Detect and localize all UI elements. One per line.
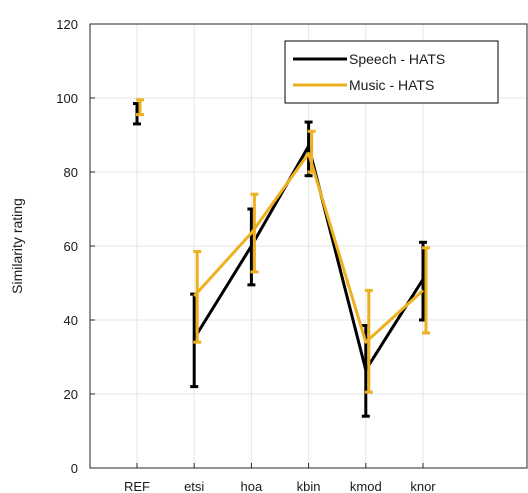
- error-bar-music-hats-ref: [136, 98, 144, 117]
- y-tick-label-0: 0: [71, 461, 78, 476]
- legend-label-music-hats: Music - HATS: [349, 77, 434, 93]
- series-line-music-hats: [193, 152, 425, 344]
- x-tick-label-knor: knor: [410, 479, 436, 493]
- y-tick-label-60: 60: [64, 239, 78, 254]
- y-axis-label: Similarity rating: [9, 198, 25, 294]
- y-tick-label-40: 40: [64, 313, 78, 328]
- x-axis: REF etsi hoa kbin kmod knor: [124, 463, 436, 493]
- legend: Speech - HATS Music - HATS: [284, 40, 499, 104]
- x-tick-label-kbin: kbin: [297, 479, 321, 493]
- y-tick-label-120: 120: [56, 17, 78, 32]
- x-tick-label-hoa: hoa: [241, 479, 263, 493]
- x-tick-label-kmod: kmod: [350, 479, 382, 493]
- error-bar-music-hats-knor: [422, 246, 430, 335]
- x-tick-label-etsi: etsi: [184, 479, 204, 493]
- error-bar-music-hats-kmod: [364, 288, 373, 394]
- y-tick-label-20: 20: [64, 387, 78, 402]
- y-axis: 0 20 40 60 80 100 120: [56, 17, 95, 476]
- series-layer: [133, 98, 430, 418]
- legend-label-speech-hats: Speech - HATS: [349, 51, 445, 67]
- legend-box: [284, 40, 499, 104]
- series-music-hats: [136, 98, 430, 394]
- error-bar-music-hats-kbin: [307, 129, 316, 174]
- error-bar-music-hats-etsi: [193, 250, 202, 344]
- series-speech-hats: [133, 102, 427, 418]
- y-tick-label-100: 100: [56, 91, 78, 106]
- x-tick-label-ref: REF: [124, 479, 150, 493]
- y-tick-label-80: 80: [64, 165, 78, 180]
- error-bar-music-hats-hoa: [250, 192, 259, 274]
